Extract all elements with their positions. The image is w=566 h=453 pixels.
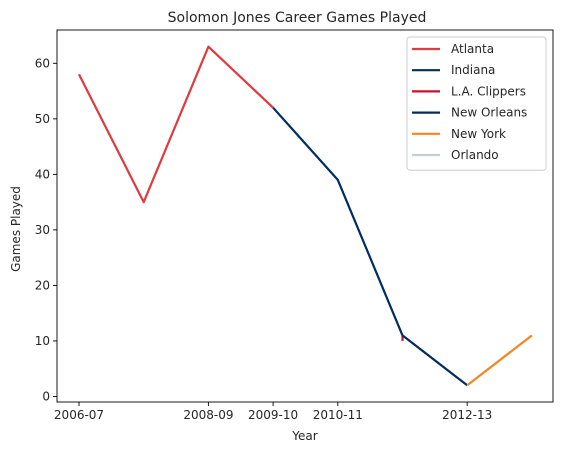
legend-box [406,36,547,171]
y-tick-label: 20 [35,278,50,292]
y-axis-label: Games Played [9,186,23,272]
y-tick-label: 10 [35,334,50,348]
y-tick-label: 60 [35,56,50,70]
x-tick-label: 2008-09 [183,408,233,422]
legend-label: Indiana [451,63,495,77]
legend-label: Orlando [451,148,499,162]
series-line-indiana [272,106,404,336]
legend-label: New York [451,127,506,141]
y-tick-label: 40 [35,167,50,181]
legend-label: New Orleans [451,106,527,120]
x-tick-label: 2009-10 [248,408,298,422]
series-line-atlanta [78,45,274,204]
x-tick-label: 2012-13 [442,408,492,422]
legend-label: Atlanta [451,42,494,56]
legend-label: L.A. Clippers [451,84,526,98]
y-tick-label: 30 [35,223,50,237]
y-tick-label: 50 [35,112,50,126]
y-tick-label: 0 [42,389,50,403]
x-axis-label: Year [291,429,317,443]
plot-area: 0 10 20 30 40 50 60 2006-07 2008-09 2009-10 2010-1… [35,29,554,422]
series-line-new-york [466,334,533,387]
axes-frame [56,29,554,403]
legend: Atlanta Indiana L.A. Clippers New Orleans Ne… [406,36,547,171]
x-tick-label: 2006-07 [54,408,104,422]
chart-title: Solomon Jones Career Games Played [168,10,427,26]
x-tick-label: 2010-11 [313,408,363,422]
series-line-new-orleans [401,334,468,387]
